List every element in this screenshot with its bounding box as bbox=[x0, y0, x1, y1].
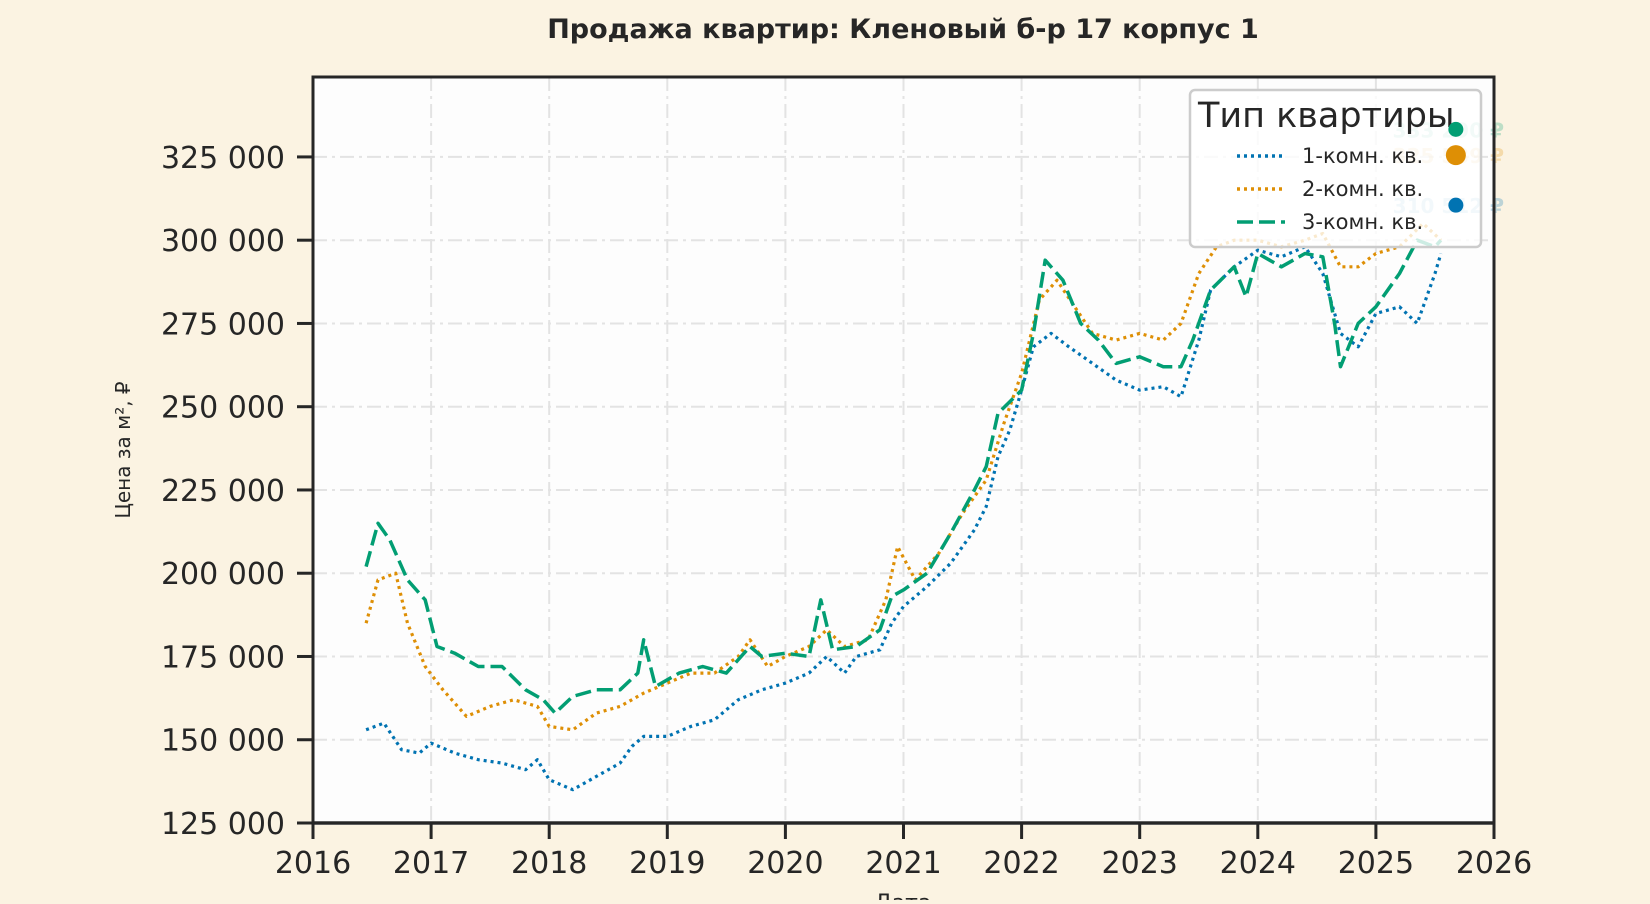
y-tick-label: 150 000 bbox=[161, 724, 285, 759]
y-tick-label: 225 000 bbox=[161, 474, 285, 509]
legend-box bbox=[1188, 88, 1483, 249]
legend-label-2: 2-комн. кв. bbox=[1302, 177, 1423, 201]
y-tick-label: 325 000 bbox=[161, 141, 285, 176]
end-marker-2 bbox=[1445, 145, 1466, 166]
y-tick-label: 250 000 bbox=[161, 391, 285, 426]
x-tick-label: 2022 bbox=[983, 846, 1059, 881]
end-markers bbox=[1445, 121, 1466, 213]
x-tick-label: 2017 bbox=[393, 846, 469, 881]
x-tick-label: 2018 bbox=[511, 846, 587, 881]
legend-label-1: 1-комн. кв. bbox=[1302, 144, 1423, 168]
legend-title: Тип квартиры bbox=[1197, 96, 1455, 136]
series-line-2 bbox=[364, 221, 1442, 732]
y-axis: 125 000 150 000 175 000 200 000 225 000 250 0… bbox=[161, 141, 313, 842]
x-tick-label: 2023 bbox=[1102, 846, 1178, 881]
end-marker-1 bbox=[1448, 197, 1464, 213]
x-tick-label: 2025 bbox=[1338, 846, 1414, 881]
x-tick-label: 2024 bbox=[1220, 846, 1296, 881]
y-tick-label: 300 000 bbox=[161, 224, 285, 259]
legend-label-3: 3-комн. кв. bbox=[1302, 210, 1423, 234]
series-line-1 bbox=[365, 245, 1443, 792]
y-tick-label: 200 000 bbox=[161, 557, 285, 592]
series-line-3 bbox=[364, 238, 1443, 715]
end-marker-3 bbox=[1448, 121, 1464, 137]
x-tick-label: 2026 bbox=[1456, 846, 1532, 881]
y-tick-label: 125 000 bbox=[161, 807, 285, 842]
series-lines bbox=[364, 221, 1443, 792]
chart-title: Продажа квартир: Кленовый б-р 17 корпус … bbox=[547, 14, 1259, 45]
y-tick-label: 275 000 bbox=[161, 307, 285, 342]
x-axis-label: Дата bbox=[875, 891, 932, 900]
y-tick-label: 175 000 bbox=[161, 640, 285, 675]
x-axis: 2016 2017 2018 2019 2020 2021 2022 2023 2024 2025… bbox=[275, 823, 1532, 881]
x-tick-label: 2021 bbox=[865, 846, 941, 881]
legend: Тип квартиры 1-комн. кв. 2-комн. кв. 3-ком… bbox=[1188, 88, 1483, 249]
x-tick-label: 2019 bbox=[629, 846, 705, 881]
x-tick-label: 2020 bbox=[747, 846, 823, 881]
y-axis-label: Цена за м², ₽ bbox=[111, 381, 135, 519]
x-tick-label: 2016 bbox=[275, 846, 351, 881]
